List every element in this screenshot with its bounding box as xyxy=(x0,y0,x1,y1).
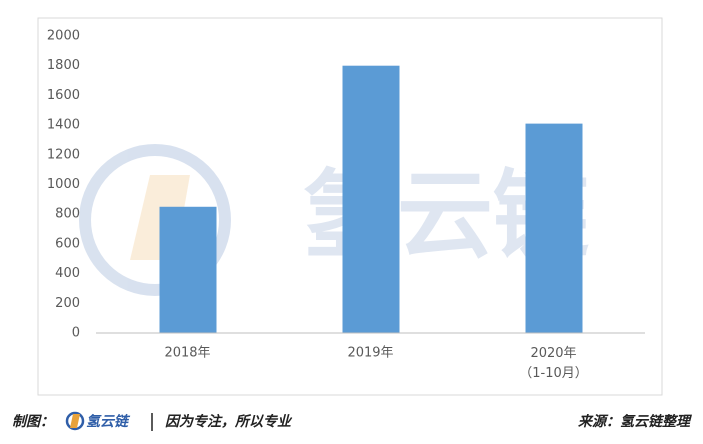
bar xyxy=(525,123,583,334)
y-tick-label: 1600 xyxy=(47,88,80,103)
y-tick-label: 1000 xyxy=(47,177,80,192)
footer-brand: 氢云链 xyxy=(86,413,131,430)
footer-logo xyxy=(65,411,85,431)
y-tick-label: 600 xyxy=(55,236,80,251)
y-tick-label: 1800 xyxy=(47,58,80,73)
x-tick-label: 2019年 xyxy=(347,346,393,361)
y-tick-label: 1200 xyxy=(47,147,80,162)
y-tick-label: 1400 xyxy=(47,118,80,133)
footer-label: 制图： xyxy=(12,414,54,430)
footer-source: 来源：氢云链整理 xyxy=(578,413,692,430)
y-tick-label: 800 xyxy=(55,207,80,222)
y-tick-label: 200 xyxy=(55,296,80,311)
x-tick-label: 2018年 xyxy=(164,346,210,361)
bar xyxy=(159,206,217,333)
y-tick-label: 2000 xyxy=(47,29,80,44)
y-tick-label: 400 xyxy=(55,266,80,281)
bar xyxy=(342,65,400,333)
x-tick-label: 2020年（1-10月） xyxy=(519,346,588,381)
footer-slogan: 因为专注，所以专业 xyxy=(165,413,293,430)
y-tick-label: 0 xyxy=(72,326,80,341)
